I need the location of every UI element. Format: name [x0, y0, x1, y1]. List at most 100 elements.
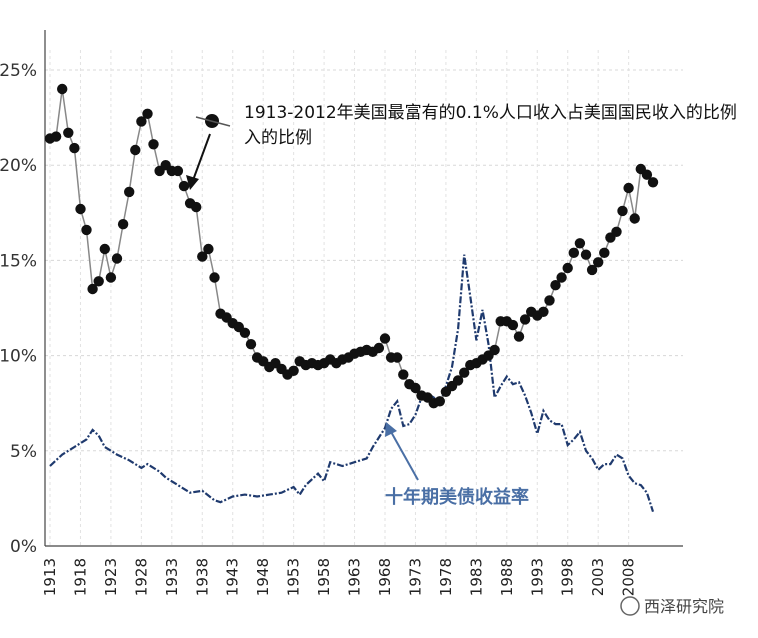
x-tick-label: 1923: [102, 558, 120, 596]
data-point-top-income: [586, 264, 598, 276]
data-point-top-income: [245, 339, 257, 350]
data-point-top-income: [81, 224, 92, 236]
data-point-top-income: [629, 213, 640, 224]
data-point-top-income: [373, 342, 385, 354]
x-tick-label: 1933: [163, 558, 181, 596]
data-point-top-income: [75, 203, 86, 215]
data-point-top-income: [203, 243, 214, 255]
x-tick-label: 1913: [41, 558, 59, 596]
data-point-top-income: [172, 165, 184, 177]
y-tick-label: 20%: [0, 156, 37, 176]
arrow-top-income-head: [186, 175, 199, 190]
data-point-top-income: [99, 243, 111, 255]
data-point-top-income: [69, 142, 80, 154]
x-tick-labels: 1913 1918 1923 1928 1933 1938 1943 1948 1953 1958…: [41, 558, 638, 596]
x-tick-label: 1978: [437, 558, 455, 596]
y-tick-labels: 0% 5% 10% 15% 20% 25%: [0, 61, 37, 557]
x-tick-label: 2008: [620, 558, 638, 596]
data-point-top-income: [538, 306, 549, 317]
legend-marker-line: [195, 116, 231, 127]
data-point-top-income: [562, 262, 573, 274]
watermark-text: 西泽研究院: [644, 597, 724, 616]
series-line-bond-yield: [49, 254, 655, 513]
x-tick-label: 1958: [315, 558, 333, 596]
x-tick-label: 1998: [559, 558, 577, 596]
data-point-top-income: [593, 257, 604, 268]
data-point-top-income: [57, 83, 68, 95]
data-point-top-income: [641, 169, 653, 180]
data-point-top-income: [568, 247, 579, 258]
y-tick-label: 0%: [10, 537, 37, 557]
data-point-top-income: [148, 139, 159, 150]
data-point-top-income: [513, 331, 525, 342]
data-point-top-income: [50, 131, 62, 142]
data-point-top-income: [398, 369, 409, 380]
x-tick-label: 2003: [589, 558, 607, 596]
data-point-top-income: [142, 108, 153, 120]
data-point-top-income: [178, 180, 190, 192]
arrow-bond-yield: [389, 429, 419, 481]
series-top-income-share: [44, 83, 659, 409]
data-point-top-income: [379, 333, 391, 344]
axes: [44, 30, 683, 547]
data-point-top-income: [197, 251, 208, 262]
data-point-top-income: [519, 314, 531, 325]
x-tick-label: 1918: [71, 558, 89, 596]
x-tick-label: 1928: [132, 558, 150, 596]
x-tick-label: 1938: [193, 558, 211, 596]
x-tick-label: 1963: [346, 558, 364, 596]
x-tick-label: 1948: [254, 558, 272, 596]
data-point-top-income: [507, 319, 519, 331]
y-tick-label: 25%: [0, 61, 37, 81]
data-point-top-income: [130, 144, 141, 156]
data-point-top-income: [105, 272, 117, 283]
data-point-top-income: [117, 219, 129, 230]
annotation-bond-yield: 十年期美债收益率: [385, 486, 529, 508]
data-point-top-income: [489, 344, 500, 356]
data-point-top-income: [209, 272, 220, 283]
data-point-top-income: [647, 177, 659, 188]
x-tick-label: 1983: [467, 558, 485, 596]
y-tick-label: 5%: [10, 442, 37, 462]
data-point-top-income: [434, 396, 445, 407]
annotation-top-income-line2: 入的比例: [244, 128, 312, 148]
data-point-top-income: [392, 352, 403, 363]
data-point-top-income: [136, 116, 147, 127]
data-point-top-income: [191, 201, 202, 213]
x-tick-label: 1953: [285, 558, 303, 596]
data-point-top-income: [459, 367, 470, 378]
data-point-top-income: [63, 127, 74, 138]
data-point-top-income: [599, 247, 610, 258]
data-point-top-income: [93, 276, 104, 287]
data-point-top-income: [574, 238, 586, 249]
x-tick-label: 1993: [528, 558, 546, 596]
data-point-top-income: [239, 327, 251, 338]
x-tick-label: 1973: [406, 558, 424, 596]
x-tick-label: 1943: [224, 558, 242, 596]
data-point-top-income: [617, 205, 628, 217]
data-point-top-income: [288, 365, 299, 376]
data-point-top-income: [556, 272, 567, 283]
data-point-top-income: [580, 249, 592, 260]
x-tick-label: 1988: [498, 558, 516, 596]
annotation-top-income-line1: 1913-2012年美国最富有的0.1%人口收入占美国国民收入的比例: [244, 103, 737, 123]
data-point-top-income: [124, 186, 135, 198]
data-point-top-income: [410, 382, 421, 394]
x-tick-label: 1968: [376, 558, 394, 596]
data-point-top-income: [623, 182, 634, 194]
data-point-top-income: [452, 375, 464, 386]
data-point-top-income: [611, 226, 622, 237]
watermark-icon: [620, 596, 640, 616]
annotations: 1913-2012年美国最富有的0.1%人口收入占美国国民收入的比例 入的比例 …: [186, 103, 737, 508]
y-tick-label: 15%: [0, 251, 37, 271]
watermark: 西泽研究院: [620, 596, 724, 616]
series-bond-yield: [49, 254, 655, 513]
data-point-top-income: [111, 253, 123, 264]
y-tick-label: 10%: [0, 347, 37, 367]
grid-lines: [45, 50, 683, 546]
arrow-bond-yield-head: [385, 422, 397, 437]
arrow-top-income: [191, 133, 211, 184]
data-point-top-income: [87, 283, 98, 295]
